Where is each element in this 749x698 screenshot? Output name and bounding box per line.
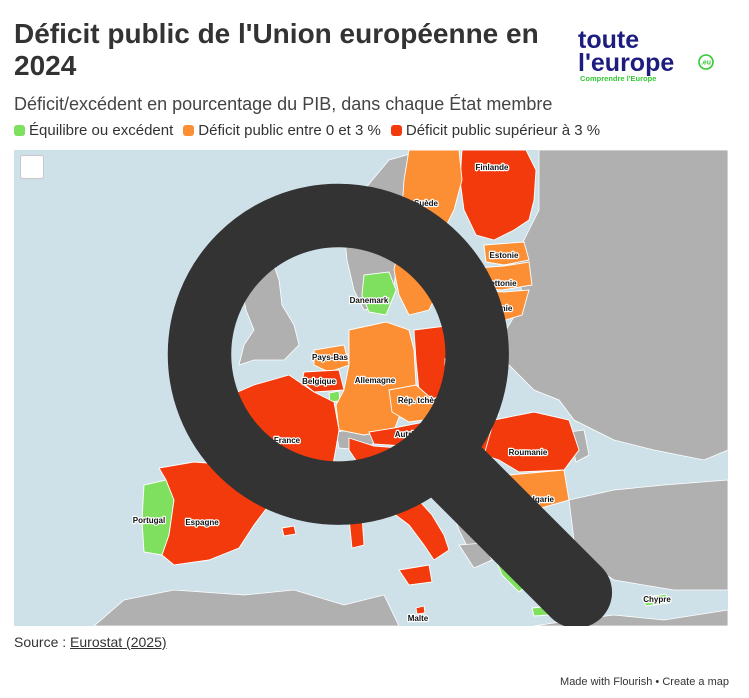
label-rep-tcheque: Rép. tchèque xyxy=(398,396,449,405)
country-baleares xyxy=(281,525,297,537)
legend-item-deficit-over-3[interactable]: Déficit public supérieur à 3 % xyxy=(390,122,601,139)
country-malte xyxy=(415,605,426,615)
label-allemagne: Allemagne xyxy=(355,376,396,385)
logo-badge-icon xyxy=(698,54,714,70)
label-france: France xyxy=(274,436,301,445)
label-danemark: Danemark xyxy=(350,296,389,305)
create-a-map-link[interactable]: Create a map xyxy=(662,676,729,688)
made-with-flourish-link[interactable]: Made with Flourish xyxy=(560,676,653,688)
source-prefix: Source : xyxy=(14,634,71,650)
label-espagne: Espagne xyxy=(185,518,219,527)
label-portugal: Portugal xyxy=(133,516,165,525)
footer-separator: • xyxy=(655,676,660,688)
label-finlande: Finlande xyxy=(476,163,509,172)
country-estonie xyxy=(483,241,530,266)
country-finlande xyxy=(459,150,537,241)
label-belgique: Belgique xyxy=(302,377,336,386)
legend-label-deficit-0-3: Déficit public entre 0 et 3 % xyxy=(198,122,381,139)
legend-swatch-deficit-0-3 xyxy=(183,125,195,136)
flourish-footer: Made with Flourish • Create a map xyxy=(560,676,729,688)
legend: Équilibre ou excédent Déficit public ent… xyxy=(14,122,600,139)
legend-swatch-deficit-over-3 xyxy=(390,125,402,136)
north-africa-shape xyxy=(93,589,400,626)
label-chypre: Chypre xyxy=(643,595,671,604)
source-link[interactable]: Eurostat (2025) xyxy=(70,634,167,650)
label-suede: Suède xyxy=(414,199,439,208)
legend-item-deficit-0-3[interactable]: Déficit public entre 0 et 3 % xyxy=(183,122,381,139)
legend-label-deficit-over-3: Déficit public supérieur à 3 % xyxy=(405,122,601,139)
map-title: Déficit public de l'Union européenne en … xyxy=(14,18,539,81)
logo-tagline: Comprendre l'Europe xyxy=(580,74,656,83)
label-pays-bas: Pays-Bas xyxy=(312,353,349,362)
logo-badge: .eu xyxy=(701,60,711,67)
label-roumanie: Roumanie xyxy=(509,448,548,457)
country-pays-bas xyxy=(313,344,350,373)
label-lettonie: Lettonie xyxy=(485,279,517,288)
logo-graphic: toute l'europe Comprendre l'Europe .eu xyxy=(578,26,714,83)
map-container[interactable]: Finlande Suède Estonie Lettonie Lituanie… xyxy=(14,150,728,626)
legend-item-surplus[interactable]: Équilibre ou excédent xyxy=(14,122,173,139)
legend-swatch-surplus xyxy=(14,125,25,136)
logo-line-1: toute xyxy=(578,26,639,54)
country-belgique xyxy=(301,369,345,393)
country-chypre xyxy=(641,593,670,607)
map-search-button[interactable] xyxy=(20,155,613,626)
label-bulgarie: Bulgarie xyxy=(522,495,555,504)
country-danemark xyxy=(361,271,397,316)
toute-leurope-logo[interactable]: toute l'europe Comprendre l'Europe .eu xyxy=(576,26,726,86)
legend-label-surplus: Équilibre ou excédent xyxy=(29,122,174,139)
label-estonie: Estonie xyxy=(490,251,519,260)
country-sicile xyxy=(398,564,433,586)
search-icon xyxy=(167,183,613,626)
logo-line-2: l'europe xyxy=(578,49,674,77)
label-malte: Malte xyxy=(408,614,429,623)
source-note: Source : Eurostat (2025) xyxy=(14,634,167,650)
map-subtitle: Déficit/excédent en pourcentage du PIB, … xyxy=(14,94,553,114)
